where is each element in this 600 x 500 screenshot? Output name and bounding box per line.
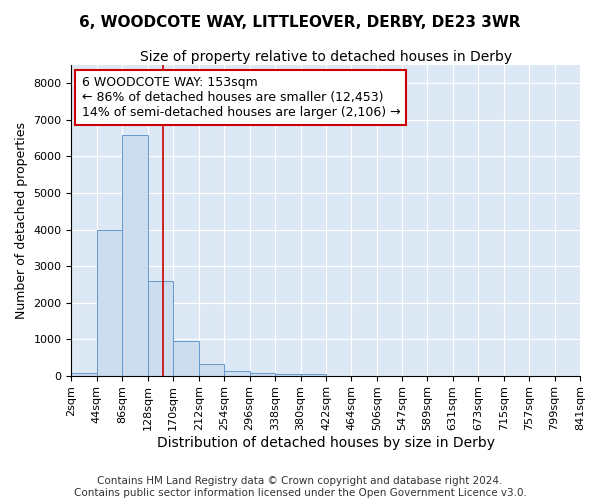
Bar: [301, 374, 326, 376]
Text: 6 WOODCOTE WAY: 153sqm
← 86% of detached houses are smaller (12,453)
14% of semi: 6 WOODCOTE WAY: 153sqm ← 86% of detached…: [82, 76, 400, 119]
Bar: [148, 280, 173, 376]
Bar: [199, 364, 224, 376]
Y-axis label: Number of detached properties: Number of detached properties: [15, 122, 28, 319]
Bar: [122, 134, 148, 376]
Text: 6, WOODCOTE WAY, LITTLEOVER, DERBY, DE23 3WR: 6, WOODCOTE WAY, LITTLEOVER, DERBY, DE23…: [79, 15, 521, 30]
Title: Size of property relative to detached houses in Derby: Size of property relative to detached ho…: [140, 50, 512, 64]
Bar: [97, 230, 122, 376]
Bar: [71, 373, 97, 376]
Text: Contains HM Land Registry data © Crown copyright and database right 2024.
Contai: Contains HM Land Registry data © Crown c…: [74, 476, 526, 498]
Bar: [224, 371, 250, 376]
Bar: [250, 373, 275, 376]
Bar: [173, 341, 199, 376]
X-axis label: Distribution of detached houses by size in Derby: Distribution of detached houses by size …: [157, 436, 495, 450]
Bar: [275, 374, 301, 376]
